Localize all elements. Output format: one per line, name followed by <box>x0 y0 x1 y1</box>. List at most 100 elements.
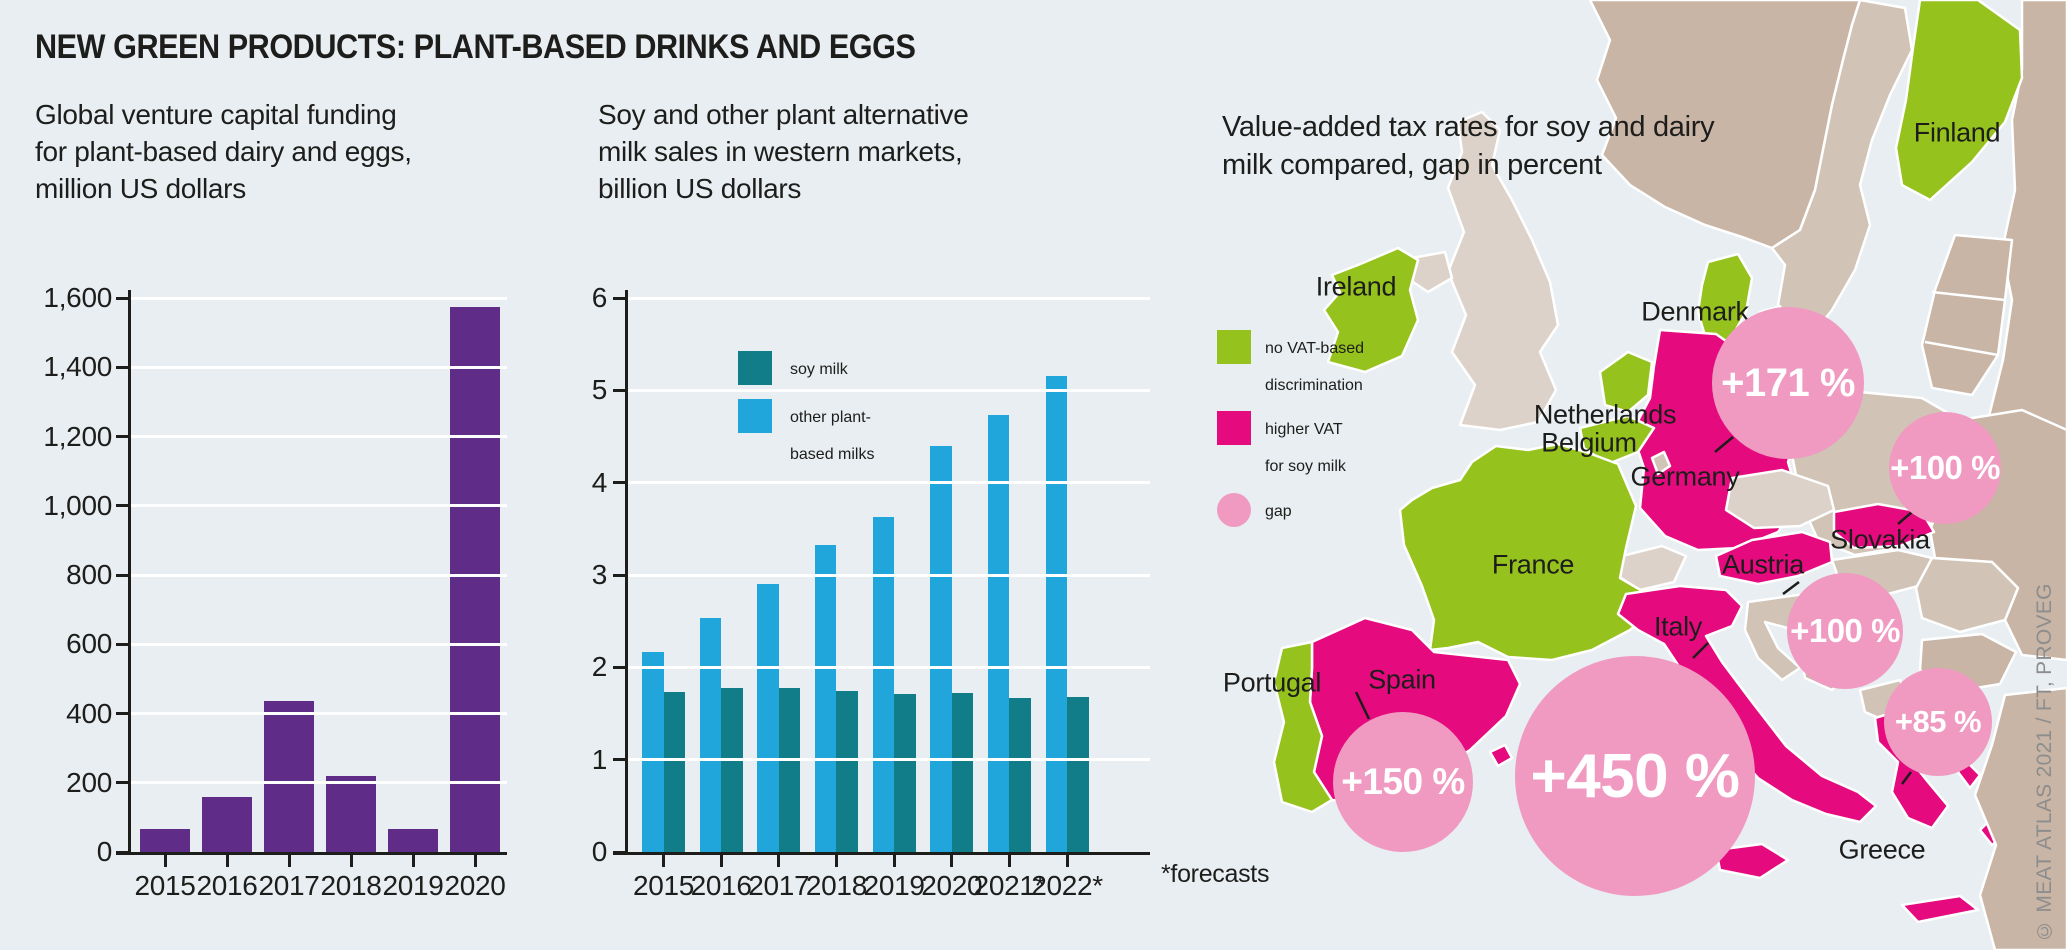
x-tick-label: 2018 <box>320 870 382 901</box>
gridline <box>130 504 507 508</box>
label-portugal: Portugal <box>1222 667 1322 698</box>
label-austria: Austria <box>1722 549 1804 580</box>
legend-label: gap <box>1265 503 1292 520</box>
country-spain-balearics <box>1488 743 1514 768</box>
y-tick <box>613 573 627 577</box>
gridline <box>627 573 1150 577</box>
country-russia <box>1986 0 2067 462</box>
y-tick-label: 1,400 <box>43 351 112 383</box>
pointer-spain <box>1354 691 1371 720</box>
bar-other-plant-2022* <box>1045 376 1068 852</box>
bar-2016 <box>202 796 252 852</box>
x-tick <box>411 855 415 867</box>
label-belgium: Belgium <box>1541 427 1637 458</box>
x-tick-label: 2020 <box>444 870 506 901</box>
bar-other-plant-2018 <box>814 544 837 852</box>
x-tick-label: 2017 <box>258 870 320 901</box>
label-germany: Germany <box>1630 461 1740 492</box>
higher-vat-swatch <box>1217 411 1251 445</box>
gridline <box>130 781 507 785</box>
bar-soy-2021* <box>1009 697 1031 852</box>
bar-soy-2020 <box>951 693 974 852</box>
label-italy: Italy <box>1653 611 1703 642</box>
legend-item-no-vat: no VAT-based discrimination <box>1217 330 1364 404</box>
pointer-italy <box>1692 642 1709 659</box>
x-tick <box>834 855 838 867</box>
gap-swatch <box>1217 493 1251 527</box>
bar-soy-2017 <box>778 687 801 852</box>
y-tick-label: 1,600 <box>43 282 112 313</box>
country-ireland <box>1322 246 1420 374</box>
x-tick-label: 2018 <box>805 870 867 901</box>
x-tick <box>950 855 954 867</box>
legend-label: no VAT-based <box>1265 340 1365 357</box>
y-tick <box>116 435 130 438</box>
country-romania <box>1914 556 2020 634</box>
x-axis <box>613 852 1150 855</box>
y-tick <box>116 573 130 577</box>
y-tick-label: 2 <box>591 651 608 683</box>
x-tick <box>163 855 167 867</box>
milk-chart-subtitle-line: milk sales in western markets, <box>598 136 963 167</box>
country-france <box>1398 442 1656 662</box>
y-tick-label: 1,200 <box>43 420 112 452</box>
legend-label: soy milk <box>790 361 848 378</box>
x-tick <box>287 855 291 867</box>
x-tick-label: 2015 <box>134 870 196 901</box>
label-slovakia: Slovakia <box>1830 524 1930 555</box>
gridline <box>627 388 1150 392</box>
label-denmark: Denmark <box>1641 296 1749 327</box>
x-tick <box>892 855 896 867</box>
vc-chart-subtitle-line: Global venture capital funding <box>35 99 397 130</box>
y-tick <box>613 388 627 392</box>
pointer-greece <box>1901 771 1912 785</box>
x-tick-label: 2015 <box>632 870 695 901</box>
bar-other-plant-2021* <box>987 415 1010 852</box>
y-tick-label: 800 <box>66 559 112 590</box>
y-tick <box>613 481 627 485</box>
bar-other-plant-2019 <box>872 516 895 852</box>
country-czechia <box>1724 468 1836 530</box>
y-axis <box>625 290 628 854</box>
y-tick <box>116 365 130 369</box>
y-tick-label: 400 <box>66 697 112 729</box>
label-greece: Greece <box>1838 834 1926 865</box>
x-tick-label: 2019 <box>382 870 444 901</box>
milk-chart-subtitle-line: billion US dollars <box>598 173 802 204</box>
gridline <box>627 665 1150 669</box>
legend-label: discrimination <box>1265 377 1363 394</box>
x-tick-label: 2022* <box>1031 870 1103 901</box>
legend-label: other plant- <box>790 409 871 426</box>
y-tick-label: 0 <box>96 836 113 867</box>
y-tick <box>613 758 627 762</box>
milk-chart-subtitle-line: Soy and other plant alternative <box>598 99 969 130</box>
other-plant-milks-swatch <box>738 399 772 433</box>
gridline <box>130 642 507 646</box>
bar-other-plant-2020 <box>930 445 952 852</box>
gridline <box>130 365 507 369</box>
x-tick-label: 2016 <box>196 870 258 901</box>
x-tick <box>719 855 723 867</box>
x-tick <box>1065 855 1069 867</box>
gridline <box>130 573 507 577</box>
y-tick-label: 1,000 <box>43 489 112 521</box>
x-tick <box>473 855 477 867</box>
x-axis <box>116 852 507 855</box>
bar-soy-2022* <box>1067 696 1089 852</box>
label-finland: Finland <box>1913 117 2001 148</box>
y-tick-label: 200 <box>66 766 112 798</box>
legend-item-other-plant-milks: other plant- based milks <box>738 399 874 473</box>
country-turkey <box>1973 686 2067 950</box>
gridline <box>130 296 507 300</box>
y-tick <box>116 296 130 300</box>
gap-circle-spain: +150 % <box>1333 712 1473 852</box>
europe-vat-map: Value-added tax rates for soy and dairy … <box>1160 0 2067 950</box>
gridline <box>130 712 507 715</box>
vc-chart-subtitle-line: for plant-based dairy and eggs, <box>35 136 412 167</box>
gridline <box>130 435 507 438</box>
gap-circle-slovakia: +100 % <box>1889 412 2001 524</box>
country-portugal <box>1272 640 1334 814</box>
bar-2015 <box>140 829 190 852</box>
